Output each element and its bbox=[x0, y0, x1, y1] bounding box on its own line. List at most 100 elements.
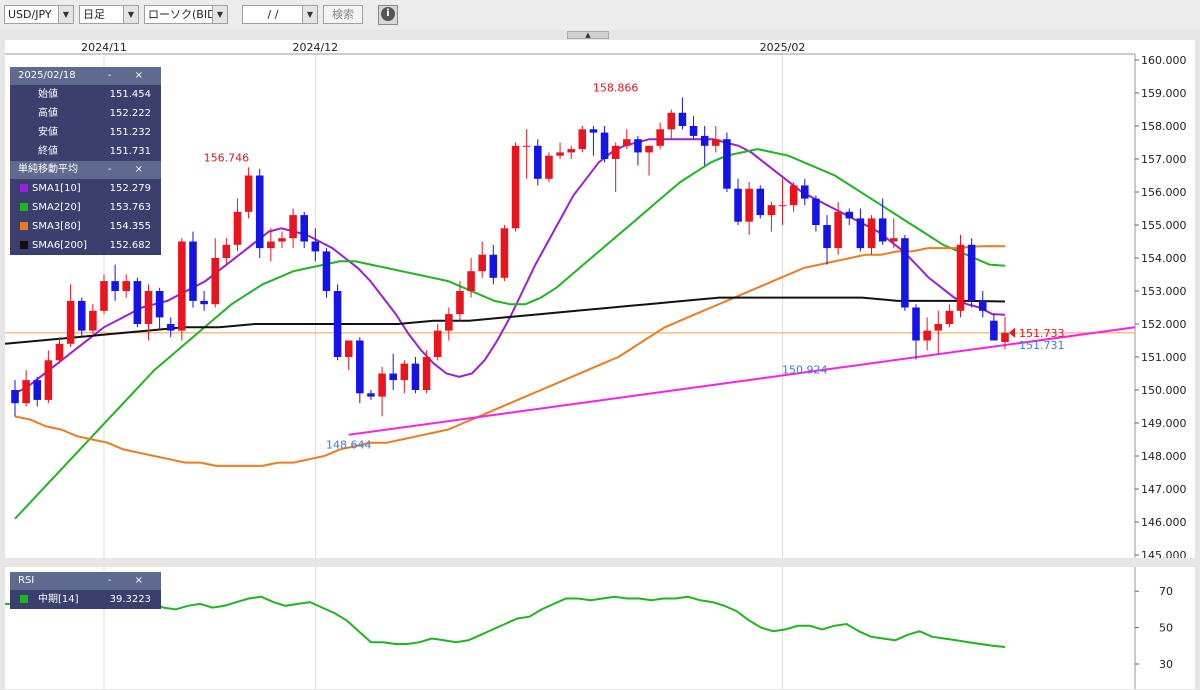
candle-body bbox=[378, 373, 386, 397]
sma-swatch bbox=[20, 222, 28, 230]
y-tick-label: 147.000 bbox=[1141, 483, 1187, 496]
candle-body bbox=[623, 139, 631, 146]
candle-body bbox=[166, 324, 175, 331]
candle-body bbox=[122, 281, 131, 291]
rsi-tick-label: 50 bbox=[1159, 622, 1173, 635]
price-label: 151.731 bbox=[1019, 339, 1065, 352]
rsi-background bbox=[5, 567, 1195, 689]
sma-line bbox=[14, 148, 1006, 520]
ohlc-value: 151.232 bbox=[109, 127, 151, 138]
date-input[interactable]: / / ▼ bbox=[242, 5, 318, 24]
x-tick-label: 2025/02 bbox=[760, 41, 806, 54]
candle-body bbox=[723, 139, 731, 189]
candle-body bbox=[967, 244, 976, 301]
sma-row: SMA3[80] 154.355 bbox=[10, 217, 161, 236]
candle-body bbox=[144, 291, 153, 324]
info-button[interactable]: i bbox=[378, 5, 398, 25]
ohlc-sma-panel: 2025/02/18 - × 始値 151.454 高値 152.222 安値 151.2… bbox=[10, 67, 161, 255]
candle-body bbox=[233, 211, 242, 245]
rsi-panel-header: RSI - × bbox=[10, 572, 161, 590]
price-chart[interactable]: 2024/11 2024/12 2025/02 160.000 159.000 158.0… bbox=[5, 40, 1195, 558]
candle-body bbox=[1001, 332, 1009, 343]
chart-style-select[interactable]: ローソク(BID) ▼ bbox=[144, 5, 228, 24]
candle-body bbox=[522, 145, 531, 147]
search-button[interactable]: 検索 bbox=[323, 5, 363, 24]
candle-body bbox=[712, 139, 720, 146]
candle-body bbox=[267, 241, 275, 249]
candle-body bbox=[689, 126, 698, 136]
chevron-down-icon: ▼ bbox=[58, 6, 73, 23]
candle-body bbox=[445, 314, 453, 331]
price-annotation: 150.924 bbox=[782, 364, 828, 377]
sma-panel-title: 単純移動平均 bbox=[18, 164, 78, 175]
y-tick-label: 151.000 bbox=[1141, 351, 1187, 364]
timeframe-select[interactable]: 日足 ▼ bbox=[79, 5, 139, 24]
sma-label: SMA3[80] bbox=[32, 221, 81, 232]
x-tick-label: 2024/12 bbox=[292, 41, 338, 54]
candle-body bbox=[545, 155, 553, 179]
candle-body bbox=[322, 251, 331, 291]
candle-body bbox=[678, 112, 687, 126]
currency-pair-select[interactable]: USD/JPY ▼ bbox=[4, 5, 74, 24]
panel-controls[interactable]: - × bbox=[107, 575, 153, 586]
panel-controls[interactable]: - × bbox=[107, 70, 153, 81]
ohlc-value: 151.731 bbox=[109, 146, 151, 157]
candle-body bbox=[734, 188, 742, 222]
rsi-tick-label: 30 bbox=[1159, 658, 1173, 671]
candle-body bbox=[745, 188, 753, 222]
ohlc-row: 始値 151.454 bbox=[10, 85, 161, 104]
y-tick-label: 156.000 bbox=[1141, 186, 1187, 199]
ohlc-label: 終値 bbox=[38, 146, 58, 157]
chart-style-value: ローソク(BID) bbox=[148, 8, 220, 21]
candle-body bbox=[767, 205, 776, 216]
candle-body bbox=[934, 324, 943, 331]
candle-body bbox=[211, 258, 220, 305]
currency-pair-value: USD/JPY bbox=[8, 8, 52, 21]
sma-value: 154.355 bbox=[109, 221, 151, 232]
y-tick-label: 148.000 bbox=[1141, 450, 1187, 463]
sma-swatch bbox=[20, 241, 28, 249]
ohlc-panel-header: 2025/02/18 - × bbox=[10, 67, 161, 85]
y-tick-label: 154.000 bbox=[1141, 252, 1187, 265]
candle-body bbox=[611, 145, 620, 159]
candle-body bbox=[556, 152, 564, 156]
sma-line bbox=[14, 245, 1006, 467]
candle-body bbox=[856, 218, 865, 249]
candle-body bbox=[400, 363, 409, 381]
date-value: / / bbox=[267, 8, 279, 21]
candle-body bbox=[367, 393, 375, 397]
panel-controls[interactable]: - × bbox=[107, 164, 153, 175]
candle-body bbox=[889, 238, 898, 242]
ohlc-row: 高値 152.222 bbox=[10, 104, 161, 123]
candle-body bbox=[656, 129, 664, 146]
timeframe-value: 日足 bbox=[83, 8, 105, 21]
sma-row: SMA2[20] 153.763 bbox=[10, 198, 161, 217]
sma-label: SMA2[20] bbox=[32, 202, 81, 213]
chevron-down-icon: ▼ bbox=[123, 6, 138, 23]
candle-body bbox=[834, 211, 842, 249]
ohlc-label: 高値 bbox=[38, 108, 58, 119]
rsi-panel: RSI - × 中期[14] 39.3223 bbox=[10, 572, 161, 609]
candle-body bbox=[912, 307, 920, 341]
rsi-line bbox=[5, 595, 1006, 648]
candle-body bbox=[55, 343, 64, 361]
candle-body bbox=[344, 340, 353, 357]
collapse-toolbar-button[interactable]: ▲ bbox=[567, 31, 609, 39]
candle-body bbox=[278, 238, 286, 242]
sma-swatch bbox=[20, 184, 28, 192]
candle-body bbox=[500, 228, 509, 278]
candle-body bbox=[289, 215, 297, 239]
rsi-chart[interactable]: 70 50 30 bbox=[5, 567, 1195, 689]
rsi-swatch bbox=[20, 595, 28, 603]
candle-body bbox=[489, 254, 498, 278]
rsi-value: 39.3223 bbox=[109, 594, 151, 605]
ohlc-value: 151.454 bbox=[109, 89, 151, 100]
candle-body bbox=[456, 291, 464, 315]
candle-body bbox=[511, 145, 520, 229]
calendar-dropdown-icon: ▼ bbox=[302, 6, 317, 23]
candle-body bbox=[133, 281, 142, 324]
rsi-panel-title: RSI bbox=[18, 575, 35, 586]
candle-body bbox=[978, 300, 987, 311]
y-tick-label: 145.000 bbox=[1141, 549, 1187, 558]
sma-panel-header: 単純移動平均 - × bbox=[10, 161, 161, 179]
